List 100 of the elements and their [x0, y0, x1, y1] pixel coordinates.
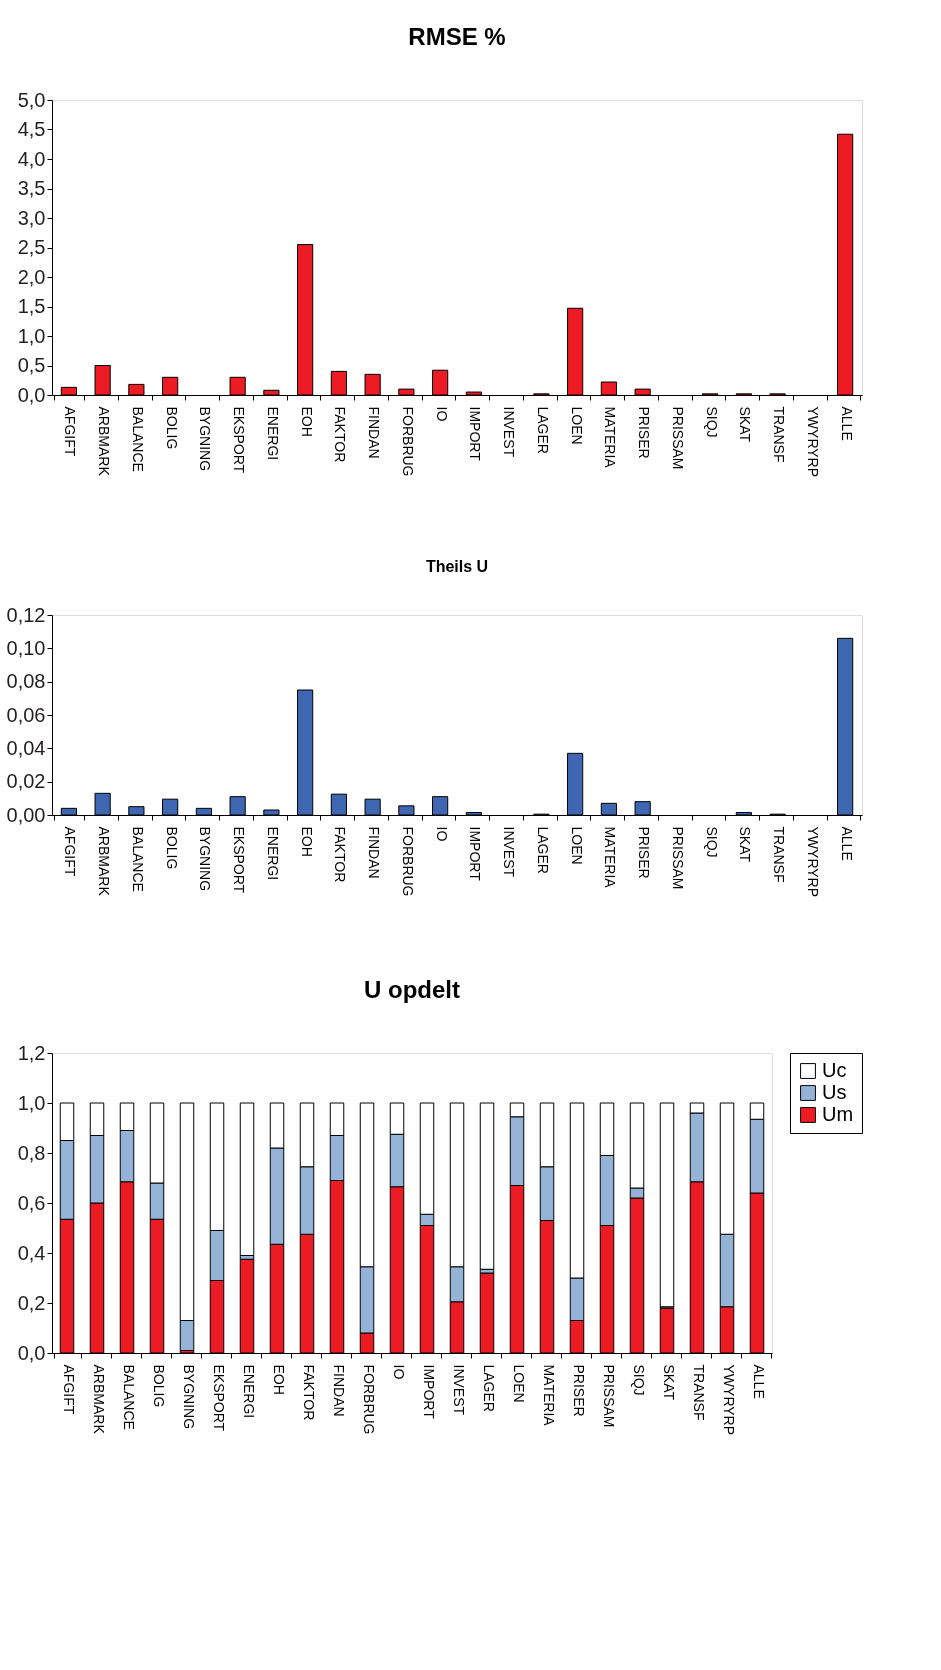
y-tick-label: 0,6: [17, 1191, 46, 1214]
x-tick-label: EKSPORT: [231, 406, 248, 474]
y-tick-label: 0,00: [6, 803, 46, 826]
bar: [239, 1102, 255, 1256]
x-tick-label: IO: [433, 826, 450, 842]
y-tick-label: 2,0: [17, 265, 46, 288]
x-tick-label: BALANCE: [120, 1364, 137, 1430]
x-tick-label: AFGIFT: [62, 406, 79, 457]
x-tick-label: FORBRUG: [360, 1364, 377, 1435]
x-tick-label: LAGER: [534, 406, 551, 454]
x-tick-label: LOEN: [510, 1364, 527, 1403]
x-tick-label: PRISSAM: [669, 826, 686, 890]
x-tick-label: ENERGI: [264, 826, 281, 881]
y-tick-label: 1,2: [17, 1041, 46, 1064]
x-tick-label: TRANSF: [771, 826, 788, 883]
x-tick-label: FAKTOR: [300, 1364, 317, 1421]
x-tick-label: BYGNING: [197, 406, 214, 472]
x-tick-label: FINDAN: [330, 1364, 347, 1417]
y-tick-label: 4,5: [17, 118, 46, 140]
x-tick-label: AFGIFT: [62, 826, 79, 877]
bar: [479, 1102, 495, 1270]
y-tick-label: 0,0: [17, 383, 46, 406]
x-tick-label: EKSPORT: [210, 1364, 227, 1432]
y-tick-label: 2,5: [17, 236, 46, 258]
chart-title: RMSE %: [408, 23, 506, 50]
x-tick-label: PRISER: [636, 406, 653, 459]
x-tick-label: BYGNING: [180, 1364, 197, 1430]
x-tick-label: LAGER: [480, 1364, 497, 1412]
x-tick-label: IMPORT: [420, 1364, 437, 1420]
x-tick-label: ALLE: [838, 406, 855, 441]
x-tick-label: SKAT: [660, 1364, 677, 1401]
x-tick-label: FINDAN: [366, 406, 383, 459]
x-tick-label: BOLIG: [163, 826, 180, 870]
x-tick-label: BOLIG: [150, 1364, 167, 1408]
y-tick-label: 0,12: [6, 603, 46, 626]
y-tick-label: 0,5: [17, 354, 46, 376]
y-tick-label: 0,2: [17, 1291, 46, 1314]
x-tick-label: BALANCE: [129, 406, 146, 472]
x-tick-label: FORBRUG: [399, 826, 416, 897]
x-tick-label: SIQJ: [703, 826, 720, 858]
x-tick-label: MATERIA: [540, 1364, 557, 1427]
x-tick-label: YWYRYRP: [720, 1364, 737, 1436]
x-tick-label: EOH: [270, 1364, 287, 1395]
x-tick-label: TRANSF: [771, 406, 788, 463]
x-tick-label: ENERGI: [240, 1364, 257, 1419]
x-tick-label: BOLIG: [163, 406, 180, 450]
x-tick-label: INVEST: [501, 826, 518, 878]
x-tick-label: INVEST: [501, 406, 518, 458]
x-tick-label: ALLE: [750, 1364, 767, 1399]
x-tick-label: SIQJ: [630, 1364, 647, 1396]
y-tick-label: 4,0: [17, 147, 46, 170]
x-tick-label: AFGIFT: [60, 1364, 77, 1415]
x-tick-label: BALANCE: [129, 826, 146, 892]
y-tick-label: 0,4: [17, 1241, 46, 1264]
chart-title: U opdelt: [364, 976, 460, 1003]
y-tick-label: 0,02: [6, 770, 46, 793]
x-tick-label: PRISER: [570, 1364, 587, 1417]
x-tick-label: PRISER: [636, 826, 653, 879]
x-tick-label: ARBMARK: [96, 826, 113, 897]
x-tick-label: SKAT: [737, 826, 754, 863]
y-tick-label: 0,08: [6, 670, 46, 693]
x-tick-label: FAKTOR: [332, 406, 349, 463]
y-tick-label: 0,04: [6, 736, 46, 759]
x-tick-label: YWYRYRP: [804, 826, 821, 898]
legend-label: Um: [822, 1103, 854, 1125]
x-tick-label: PRISSAM: [600, 1364, 617, 1428]
y-tick-label: 0,06: [6, 703, 46, 726]
x-tick-label: SIQJ: [703, 406, 720, 438]
x-tick-label: IO: [433, 406, 450, 422]
x-tick-label: IMPORT: [467, 826, 484, 882]
x-tick-label: ENERGI: [264, 406, 281, 461]
x-tick-label: EOH: [298, 406, 315, 437]
x-tick-label: MATERIA: [602, 406, 619, 469]
y-tick-label: 1,0: [17, 324, 46, 347]
x-tick-label: FAKTOR: [332, 826, 349, 883]
y-tick-label: 5,0: [17, 88, 46, 111]
x-tick-label: FORBRUG: [399, 406, 416, 477]
legend-label: Uc: [822, 1059, 847, 1081]
x-tick-label: IO: [390, 1364, 407, 1380]
y-tick-label: 0,0: [17, 1341, 46, 1364]
y-tick-label: 3,5: [17, 177, 46, 199]
x-tick-label: PRISSAM: [669, 406, 686, 470]
x-tick-label: ARBMARK: [96, 406, 113, 477]
x-tick-label: LOEN: [568, 406, 585, 445]
x-tick-label: LAGER: [534, 826, 551, 874]
x-tick-label: FINDAN: [366, 826, 383, 879]
y-tick-label: 0,10: [6, 636, 46, 659]
x-tick-label: ARBMARK: [90, 1364, 107, 1435]
x-tick-label: INVEST: [450, 1364, 467, 1416]
x-tick-label: TRANSF: [690, 1364, 707, 1421]
x-tick-label: MATERIA: [602, 826, 619, 889]
x-tick-label: BYGNING: [197, 826, 214, 892]
y-tick-label: 3,0: [17, 206, 46, 229]
x-tick-label: EOH: [298, 826, 315, 857]
x-tick-label: YWYRYRP: [804, 406, 821, 478]
x-tick-label: ALLE: [838, 826, 855, 861]
chart-title: Theils U: [425, 558, 489, 575]
y-tick-label: 0,8: [17, 1141, 46, 1164]
x-tick-label: SKAT: [737, 406, 754, 443]
bar: [659, 1102, 675, 1308]
